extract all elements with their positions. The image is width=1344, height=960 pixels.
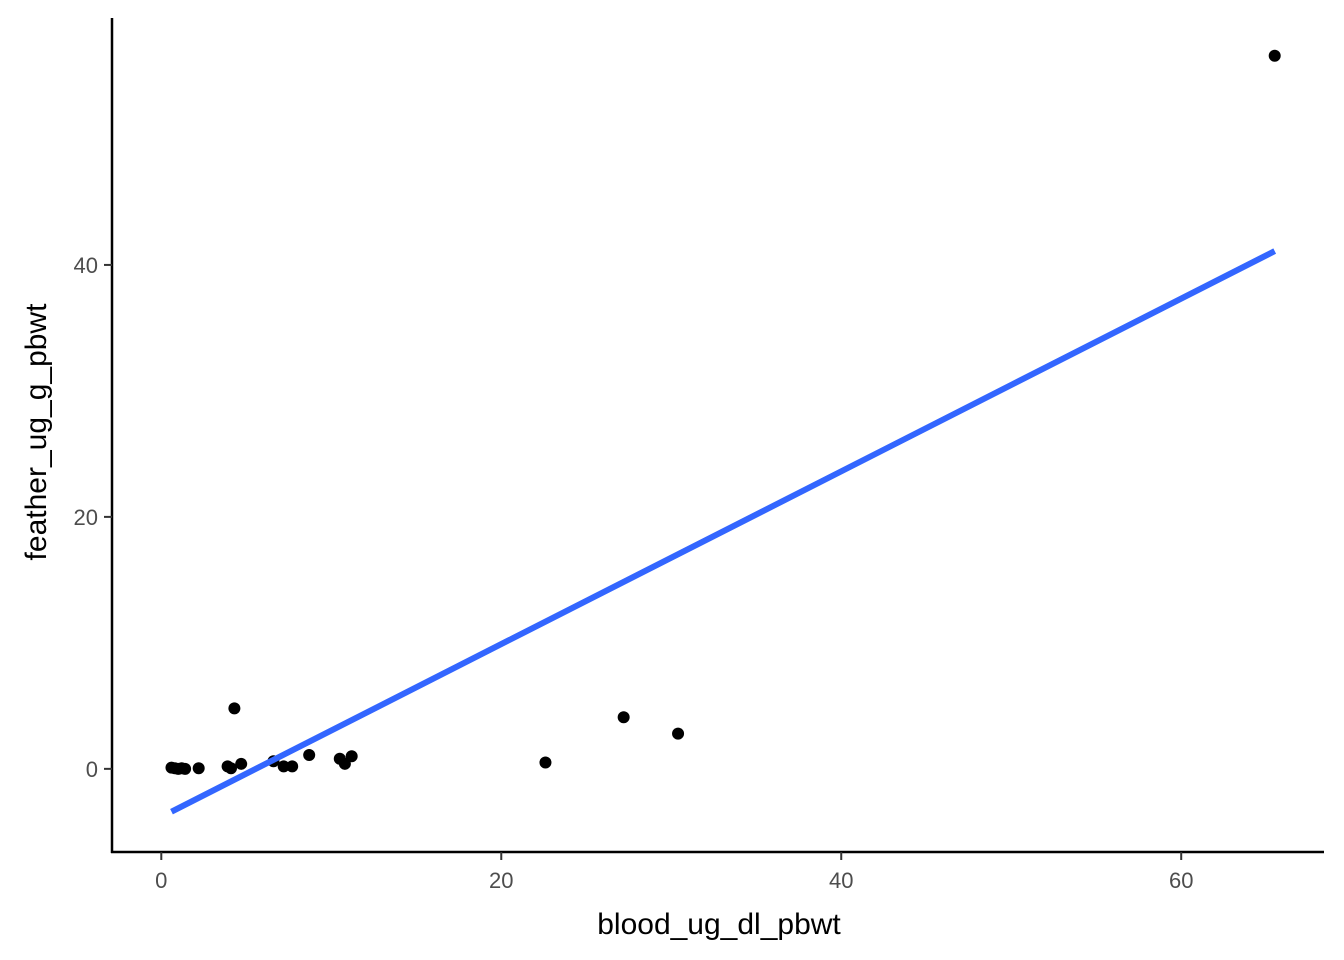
data-point <box>303 748 316 761</box>
axes-layer: 0 20 40 60 0 20 40 <box>74 18 1324 893</box>
data-point <box>192 762 205 775</box>
data-point <box>228 702 241 715</box>
x-tick-label: 60 <box>1169 868 1193 893</box>
data-point <box>1268 49 1281 62</box>
data-point <box>235 757 248 770</box>
data-point <box>617 711 630 724</box>
y-tick-label: 20 <box>74 505 98 530</box>
x-axis-title: blood_ug_dl_pbwt <box>597 908 841 941</box>
data-point <box>224 762 237 775</box>
data-point <box>672 727 685 740</box>
y-axis-title: feather_ug_g_pbwt <box>20 303 53 561</box>
fit-line-layer <box>170 248 1277 815</box>
x-tick-label: 20 <box>489 868 513 893</box>
x-tick-label: 40 <box>829 868 853 893</box>
data-point <box>539 756 552 769</box>
y-tick-label: 40 <box>74 253 98 278</box>
data-point <box>286 760 299 773</box>
x-tick-label: 0 <box>155 868 167 893</box>
regression-line <box>170 248 1277 815</box>
data-point <box>345 750 358 763</box>
data-point <box>277 760 290 773</box>
data-point <box>179 762 192 775</box>
y-tick-label: 0 <box>86 757 98 782</box>
